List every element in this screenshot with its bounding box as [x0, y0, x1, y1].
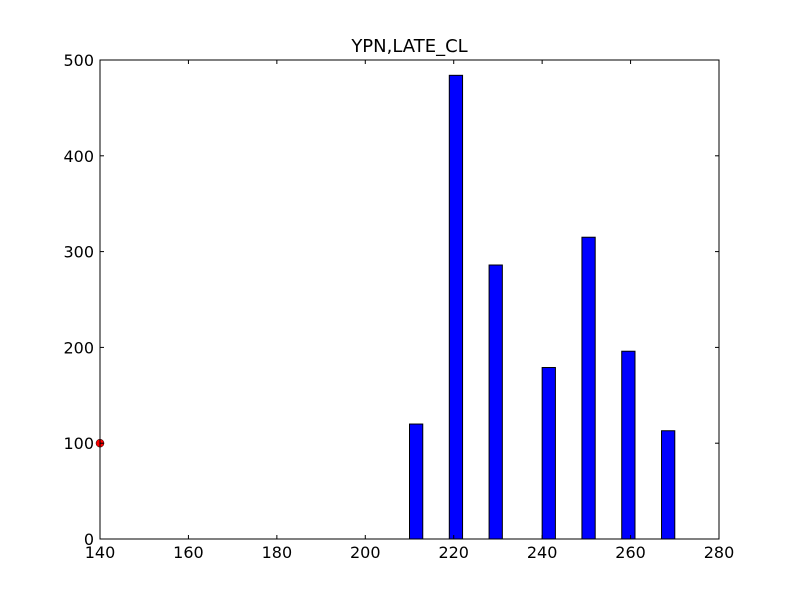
y-tick-label: 100 [63, 434, 94, 453]
bar-4 [541, 367, 556, 540]
bar-1 [409, 423, 424, 540]
x-tick-label: 180 [262, 543, 293, 562]
bar-3 [488, 264, 503, 540]
x-tick-label: 160 [173, 543, 204, 562]
bars-layer [409, 74, 676, 540]
x-tick-label: 200 [350, 543, 381, 562]
x-tick-label: 240 [527, 543, 558, 562]
chart-title: YPN,LATE_CL [350, 36, 467, 57]
x-axis: 140 160 180 200 220 240 260 280 [85, 60, 735, 562]
bar-5 [581, 236, 596, 540]
bar-6 [621, 350, 636, 540]
y-tick-label: 0 [84, 530, 94, 549]
y-tick-label: 200 [63, 338, 94, 357]
plot-frame [99, 59, 720, 540]
y-axis: 0 100 200 300 400 500 [63, 51, 719, 549]
x-tick-label: 260 [615, 543, 646, 562]
x-tick-label: 280 [704, 543, 735, 562]
y-tick-label: 300 [63, 243, 94, 262]
bar-2 [448, 74, 464, 540]
x-tick-label: 140 [85, 543, 116, 562]
bar-7 [661, 430, 676, 540]
y-tick-label: 400 [63, 147, 94, 166]
x-tick-label: 220 [438, 543, 469, 562]
y-tick-label: 500 [63, 51, 94, 70]
